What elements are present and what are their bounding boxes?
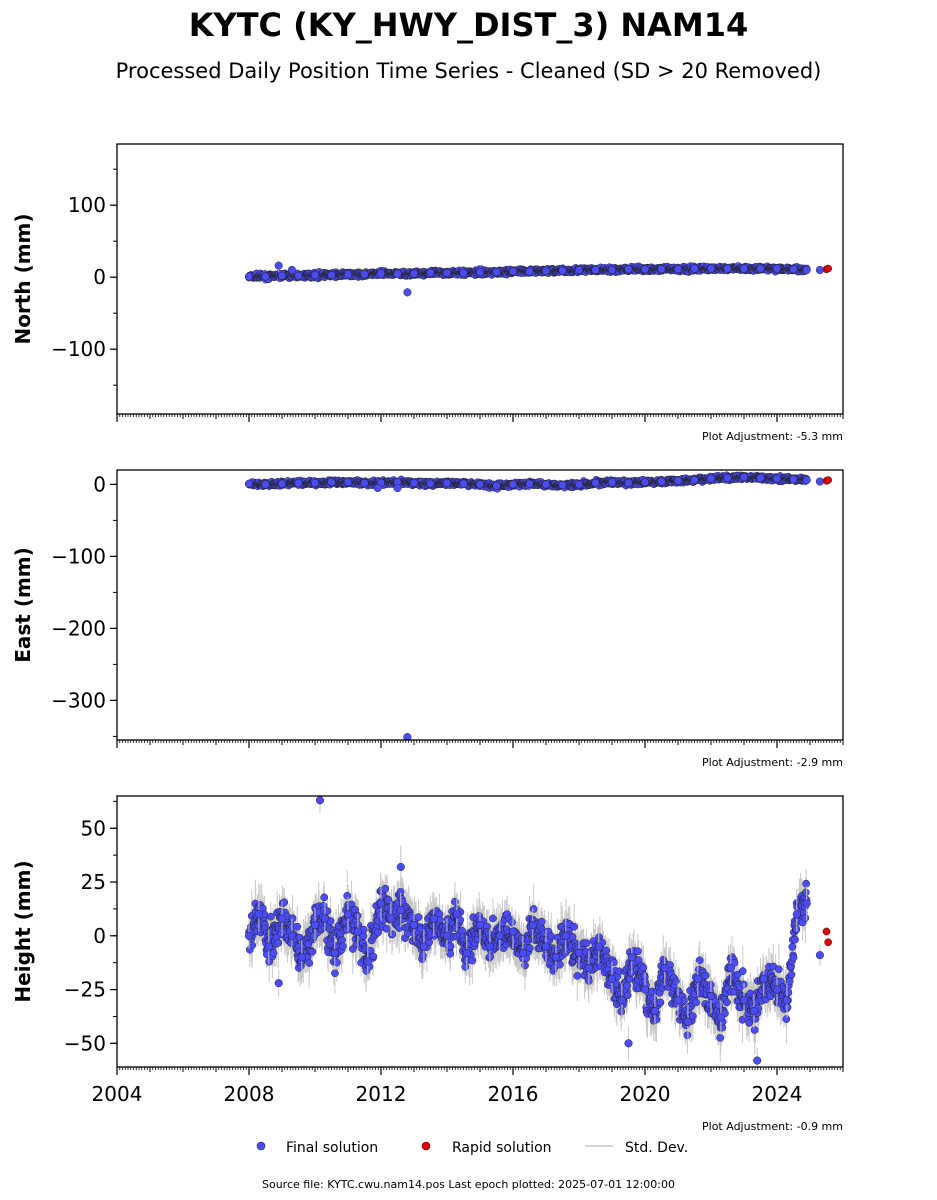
- final-point: [310, 270, 320, 280]
- final-point: [426, 268, 435, 277]
- final-point: [376, 269, 386, 278]
- rapid-point: [824, 264, 833, 273]
- final-point: [815, 265, 824, 275]
- final-point: [673, 265, 683, 274]
- final-point: [789, 265, 798, 274]
- final-point: [640, 265, 650, 274]
- final-point: [360, 270, 369, 279]
- panel-1: −100 0 100 North (mm) Plot Adjustment: -5.3 …: [11, 143, 844, 443]
- final-point: [624, 265, 633, 274]
- final-point: [403, 288, 412, 297]
- final-point: [409, 269, 419, 278]
- plot-adjustment-note: Plot Adjustment: -5.3 mm: [702, 430, 843, 443]
- panel-frame: [116, 143, 844, 415]
- final-point: [393, 269, 402, 278]
- final-point: [739, 264, 749, 273]
- figure-subtitle: Processed Daily Position Time Series - C…: [116, 59, 822, 83]
- final-point: [657, 265, 666, 274]
- final-point: [327, 270, 336, 280]
- y-tick-label: 100: [68, 193, 106, 217]
- final-point: [772, 264, 782, 273]
- final-point: [525, 267, 534, 276]
- final-point: [287, 265, 296, 275]
- final-point: [558, 266, 567, 275]
- final-point: [607, 265, 617, 275]
- final-point: [442, 268, 452, 277]
- y-tick-label: −100: [51, 337, 106, 361]
- final-point: [690, 264, 699, 273]
- final-point: [574, 265, 584, 275]
- plot-area: [244, 471, 833, 740]
- final-point: [244, 272, 254, 281]
- y-tick-label: 0: [93, 265, 106, 289]
- final-point: [756, 264, 765, 273]
- y-axis-label: North (mm): [11, 213, 35, 344]
- final-point: [802, 265, 811, 275]
- final-point: [294, 271, 303, 280]
- final-point: [261, 272, 270, 281]
- final-point: [274, 261, 283, 270]
- plot-area: [244, 259, 833, 297]
- final-point: [492, 268, 501, 277]
- final-point: [459, 268, 468, 277]
- final-point: [591, 265, 600, 275]
- final-point: [508, 267, 518, 276]
- figure-title: KYTC (KY_HWY_DIST_3) NAM14: [189, 6, 749, 44]
- final-point: [541, 266, 551, 275]
- final-point: [706, 264, 716, 273]
- final-point: [475, 268, 485, 277]
- panels: −100 0 100 North (mm) Plot Adjustment: -5.3 …: [11, 143, 844, 1133]
- final-point: [277, 271, 287, 280]
- final-point: [723, 264, 732, 273]
- final-point: [343, 270, 353, 279]
